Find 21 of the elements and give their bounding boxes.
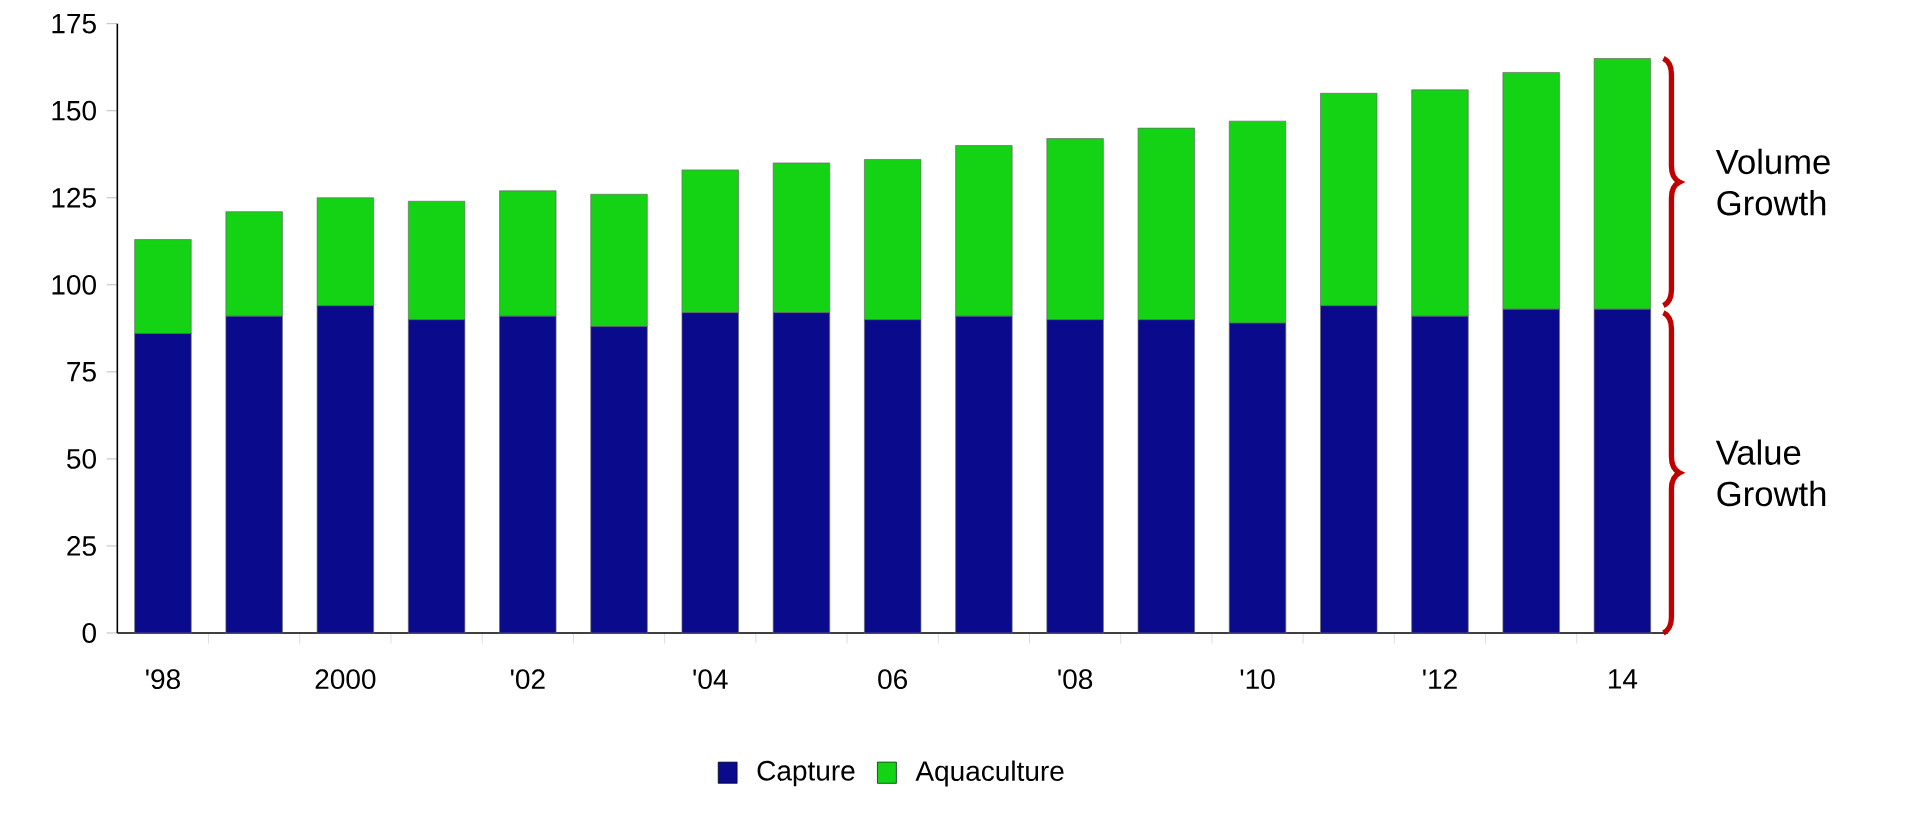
legend-label: Aquaculture (915, 760, 1064, 787)
x-tick-label: '04 (693, 669, 728, 690)
x-tick-label: '02 (510, 669, 545, 690)
y-tick-label: 150 (52, 100, 96, 121)
text: Volume Growth (1715, 148, 1830, 216)
x-tick-label: '08 (1058, 669, 1093, 690)
y-tick-label: 175 (52, 13, 96, 34)
x-tick-label: '10 (1240, 669, 1275, 690)
x-tick-label: 06 (878, 669, 908, 690)
x-tick-label: '98 (146, 669, 180, 690)
y-tick-label: 75 (67, 362, 96, 382)
x-tick-label: 14 (1608, 669, 1638, 689)
y-tick-label: 0 (82, 623, 96, 643)
y-tick-label: 125 (52, 187, 96, 208)
x-tick-label: '12 (1423, 669, 1457, 689)
y-tick-label: 25 (67, 536, 96, 556)
y-tick-label: 50 (67, 448, 96, 469)
legend-label: Capture (757, 760, 855, 787)
x-tick-label: 2000 (315, 669, 376, 690)
y-tick-label: 100 (52, 274, 96, 295)
text: Value Growth (1715, 439, 1826, 507)
